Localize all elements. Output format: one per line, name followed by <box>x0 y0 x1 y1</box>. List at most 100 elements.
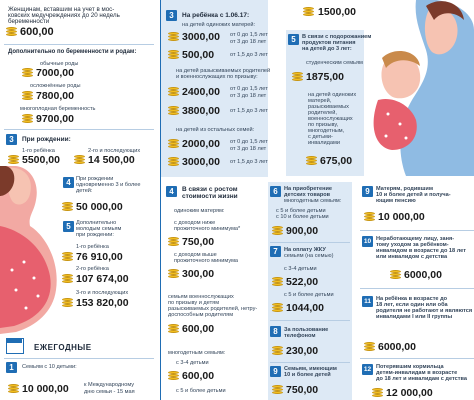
section-title: В связи с ростом <box>182 186 238 193</box>
info-panel <box>286 30 364 176</box>
coin-stack-icon <box>62 202 73 213</box>
coin-stack-icon <box>272 346 283 357</box>
amount: 153 820,00 <box>76 297 129 309</box>
coin-stack-icon <box>8 155 19 166</box>
amount: 600,00 <box>20 26 54 38</box>
section-title: 18 лет, если один или оба <box>376 302 448 308</box>
text-line: молодым семьям <box>76 226 122 232</box>
amount: 3000,00 <box>182 156 220 168</box>
amount: 1875,00 <box>306 71 344 83</box>
section-title: инвалидами I или II группы <box>376 314 453 320</box>
label: от 3 до 18 лет <box>230 146 267 152</box>
text-line: ковских медучреждениях до 20 недель <box>8 12 120 19</box>
amount: 14 500,00 <box>88 154 135 166</box>
section-title: В связи с подорожанием <box>302 34 372 40</box>
amount: 600,00 <box>182 323 215 335</box>
text-line: детей: <box>76 188 93 194</box>
coin-stack-icon <box>62 274 73 285</box>
label: инвалидами <box>308 140 340 146</box>
label: от 1,5 до 3 лет <box>230 159 268 165</box>
section-title: Неработающему лицу, заня- <box>376 236 455 242</box>
amount: 7800,00 <box>36 90 74 102</box>
label: студенческим семьям <box>306 60 363 66</box>
coin-stack-icon <box>364 212 375 223</box>
section-title: на детей до 3 лет: <box>302 46 352 52</box>
section-title: На ребёнка в возрасте до <box>376 296 448 302</box>
coin-stack-icon <box>306 156 317 167</box>
label: многодетным семьям: <box>284 198 342 204</box>
label: с 10 и более детьми <box>276 214 329 220</box>
amount: 9700,00 <box>36 113 74 125</box>
amount: 7000,00 <box>36 67 74 79</box>
mother-and-child-illustration <box>373 0 474 176</box>
amount: 600,00 <box>182 370 215 382</box>
amount: 50 000,00 <box>76 201 123 213</box>
amount: 3000,00 <box>182 31 220 43</box>
section-number: 4 <box>166 186 177 197</box>
label: от 3 до 18 лет <box>230 93 267 99</box>
label: с доходом ниже <box>174 220 216 226</box>
section-number: 9 <box>270 366 281 377</box>
section-title: ЕЖЕГОДНЫЕ <box>34 343 92 352</box>
coin-stack-icon <box>272 303 283 314</box>
section-title: Семьям, имеющим <box>284 366 337 372</box>
coin-stack-icon <box>168 157 179 168</box>
label: родителей, <box>308 110 337 116</box>
label: многодетным семьям: <box>168 350 226 356</box>
info-panel <box>268 182 352 400</box>
section-title: При рождении: <box>22 136 71 143</box>
section-title: до 18 лет и инвалидам с детства <box>376 376 467 382</box>
coin-stack-icon <box>22 91 33 102</box>
label: и военнослужащих по призыву: <box>176 74 258 80</box>
coin-stack-icon <box>303 7 314 18</box>
coin-stack-icon <box>390 270 401 281</box>
label: с 5 и более детьми <box>176 388 226 394</box>
coin-stack-icon <box>22 68 33 79</box>
label: семьям военнослужащих <box>168 294 234 300</box>
section-title: 10 и более детей <box>284 372 331 378</box>
section-title: или инвалидом с детства <box>376 254 448 260</box>
section-title: родителя не работают и являются <box>376 308 473 314</box>
text-line: Женщинам, вставшим на учет в мос- <box>8 6 115 13</box>
section-title: Потерявшим кормильца <box>376 364 444 370</box>
label: от 0 до 1,5 лет <box>230 139 268 145</box>
coin-stack-icon <box>168 139 179 150</box>
label: многодетным, <box>308 128 345 134</box>
section-title: инвалидом в возрасте до 18 лет <box>376 248 466 254</box>
amount: 10 000,00 <box>22 383 69 395</box>
label: прожиточного минимума <box>174 258 239 264</box>
label: от 0 до 1,5 лет <box>230 32 268 38</box>
section-number: 3 <box>6 134 17 145</box>
section-number: 12 <box>362 364 373 375</box>
text-line: к Международному <box>84 382 135 388</box>
label: разыскиваемых <box>308 104 349 110</box>
amount: 2000,00 <box>182 138 220 150</box>
section-number: 6 <box>270 186 281 197</box>
coin-stack-icon <box>168 237 179 248</box>
coin-stack-icon <box>168 87 179 98</box>
pregnant-woman-illustration <box>0 166 57 334</box>
amount: 1044,00 <box>286 302 324 314</box>
text-line: дню семьи - 15 мая <box>84 389 135 395</box>
coin-stack-icon <box>168 50 179 61</box>
label: доспособным родителям <box>168 312 234 318</box>
section-title: На оплату ЖКУ <box>284 247 326 253</box>
label: с 3-4 детьми <box>284 266 317 272</box>
amount: 900,00 <box>286 225 319 237</box>
coin-stack-icon <box>364 342 375 353</box>
label: обычные роды <box>40 61 79 67</box>
amount: 675,00 <box>320 155 353 167</box>
coin-stack-icon <box>168 106 179 117</box>
label: военнослужащих <box>308 116 353 122</box>
amount: 3800,00 <box>182 105 220 117</box>
label: одиноким матерям: <box>174 208 225 214</box>
amount: 1500,00 <box>318 6 356 18</box>
section-number: 8 <box>270 326 281 337</box>
coin-stack-icon <box>74 155 85 166</box>
label: на детей одиноких матерей: <box>182 22 256 28</box>
section-number: 9 <box>362 186 373 197</box>
amount: 6000,00 <box>378 341 416 353</box>
section-number: 10 <box>362 236 373 247</box>
label: семьям (на семью) <box>284 253 334 259</box>
